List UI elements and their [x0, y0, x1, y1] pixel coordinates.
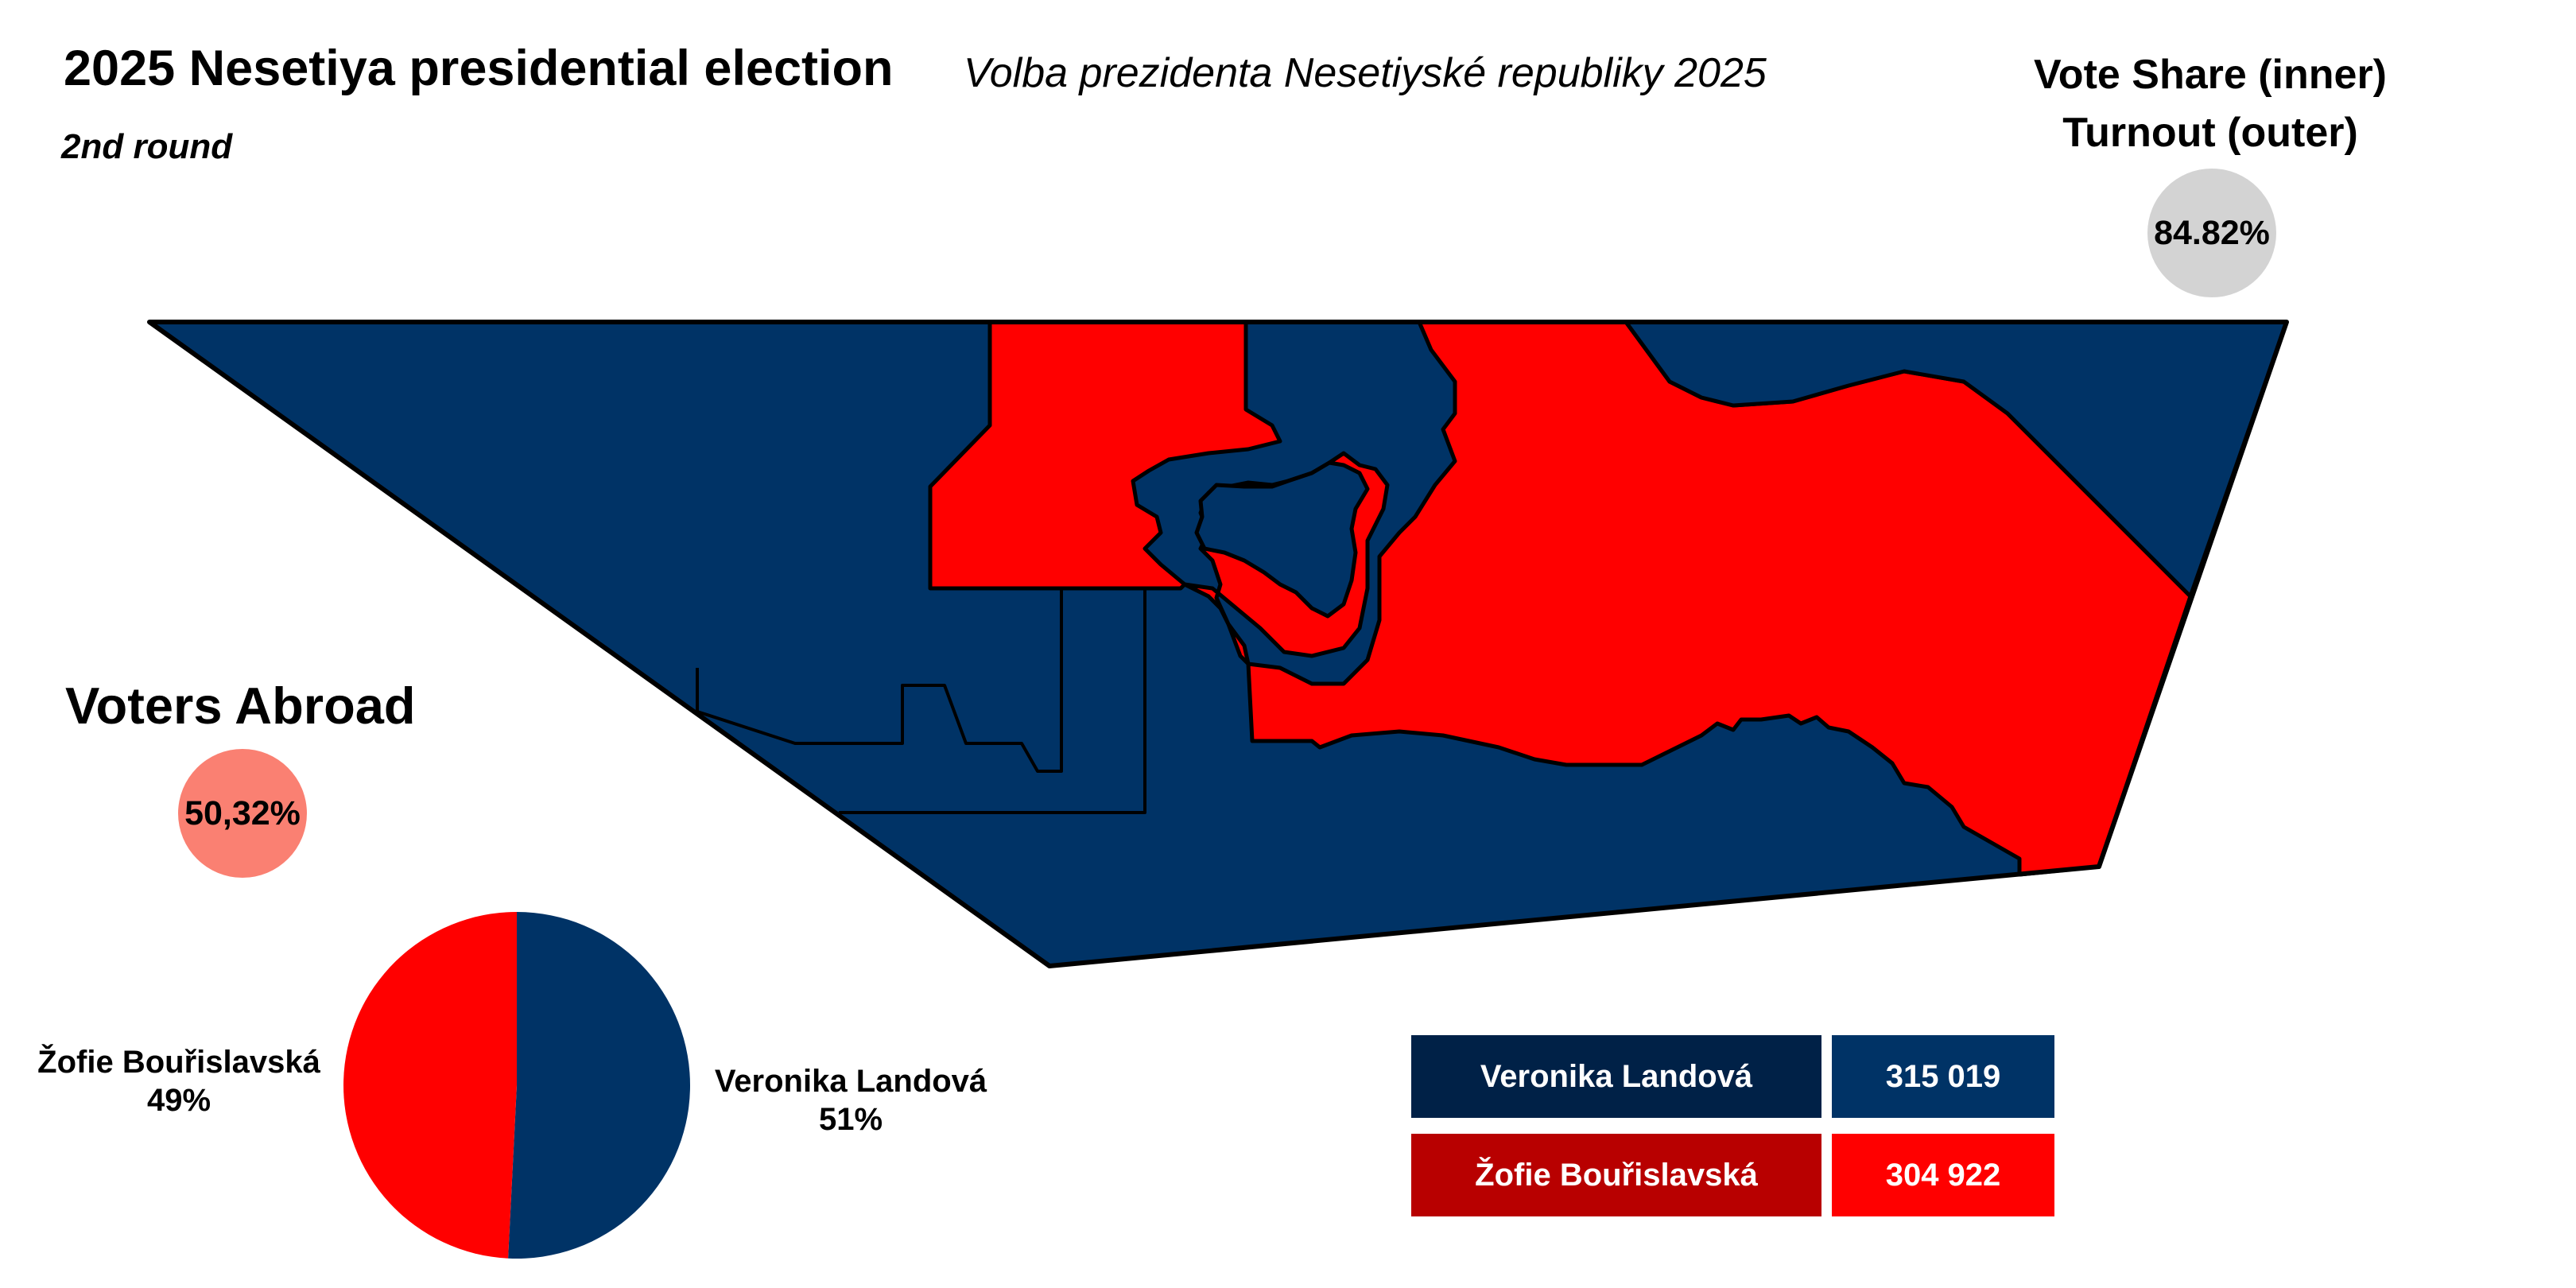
map-region-north-central[interactable]	[928, 320, 1282, 591]
pie-label-landova-name: Veronika Landová	[714, 1064, 987, 1099]
pie-label-landova-share: 51%	[818, 1102, 883, 1137]
abroad-title: Voters Abroad	[65, 677, 416, 735]
map-region-capital[interactable]	[1194, 460, 1370, 619]
native-title: Volba prezidenta Nesetiyské republiky 20…	[964, 50, 1767, 96]
map-region-west[interactable]	[696, 588, 1146, 814]
abroad-value: 50,32%	[184, 793, 301, 832]
chart-title: 2025 Nesetiya presidential election	[64, 41, 894, 96]
result-name-bourislavska: Žofie Bouřislavská	[1411, 1134, 1821, 1216]
pie-label-bourislavska-share: 49%	[146, 1083, 211, 1118]
legend-title: Vote Share (inner) Turnout (outer)	[1932, 46, 2489, 162]
turnout-circle: 84.82%	[2147, 169, 2276, 297]
round-label: 2nd round	[61, 127, 233, 166]
pie-label-bourislavska-name: Žofie Bouřislavská	[37, 1045, 320, 1080]
result-name-landova: Veronika Landová	[1411, 1035, 1821, 1118]
turnout-value: 84.82%	[2154, 213, 2270, 252]
legend-line-turnout: Turnout (outer)	[2062, 110, 2358, 156]
pie-slice-landova	[508, 912, 691, 1259]
result-votes-landova: 315 019	[1832, 1035, 2054, 1118]
result-name-bourislavska-text: Žofie Bouřislavská	[1475, 1157, 1758, 1193]
pie-label-bourislavska: Žofie Bouřislavská 49%	[32, 1043, 326, 1119]
legend-line-vote-share: Vote Share (inner)	[2033, 52, 2387, 98]
result-votes-landova-text: 315 019	[1885, 1058, 2001, 1094]
result-votes-bourislavska-text: 304 922	[1885, 1157, 2001, 1193]
map-outline	[147, 320, 2289, 968]
result-votes-bourislavska: 304 922	[1832, 1134, 2054, 1216]
result-name-landova-text: Veronika Landová	[1480, 1058, 1753, 1094]
map-region-east[interactable]	[1182, 320, 2193, 877]
abroad-circle: 50,32%	[178, 749, 307, 878]
pie-label-landova: Veronika Landová 51%	[700, 1062, 1002, 1139]
pie-slice-bourislavska	[343, 912, 517, 1259]
